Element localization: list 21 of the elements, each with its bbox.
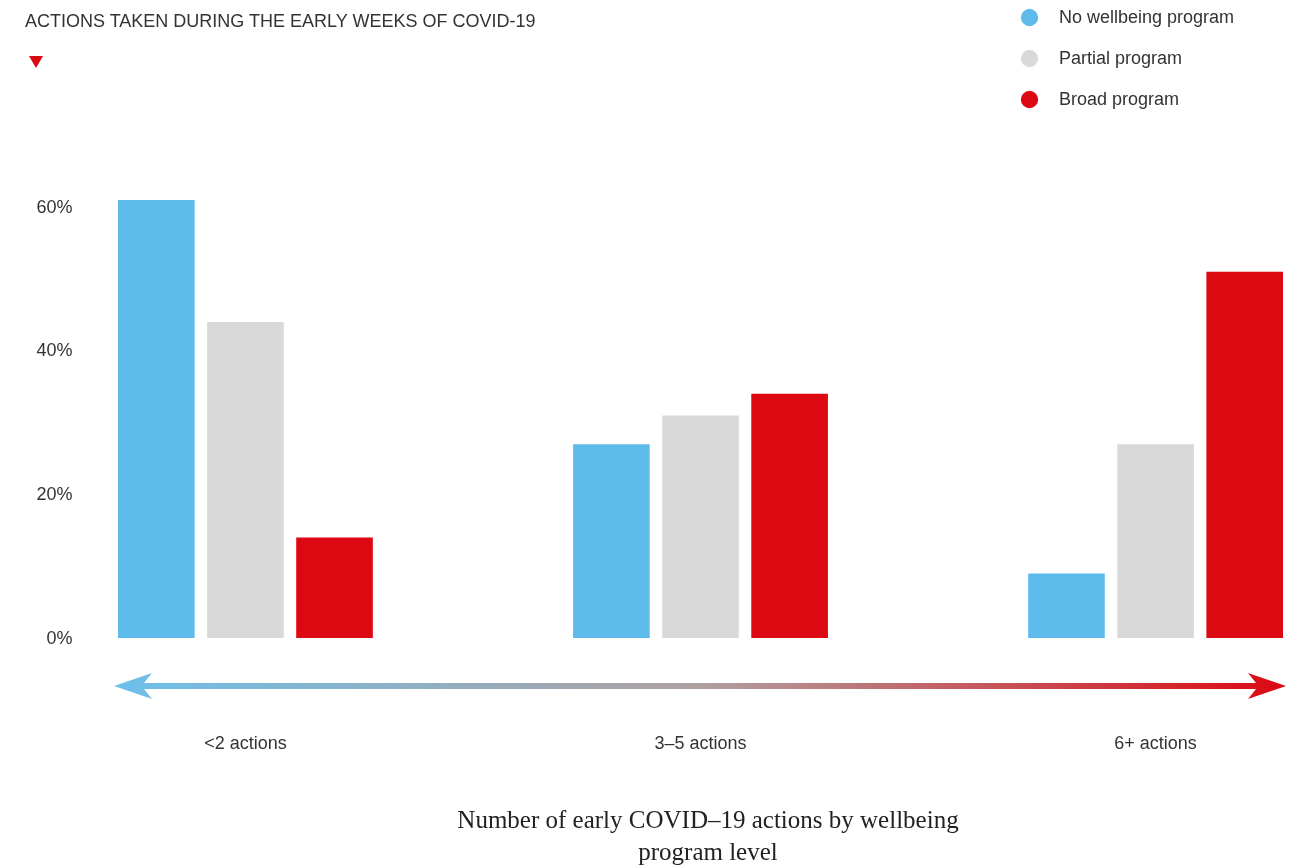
bar bbox=[1028, 573, 1105, 638]
bar bbox=[751, 393, 828, 638]
y-tick-label: 0% bbox=[46, 627, 73, 648]
bar bbox=[573, 444, 650, 638]
bar bbox=[296, 537, 373, 638]
bar bbox=[662, 415, 739, 638]
x-axis-title: Number of early COVID–19 actions by wellbeing program level bbox=[456, 805, 960, 867]
chart-title: ACTIONS TAKEN DURING THE EARLY WEEKS OF COVID-19 bbox=[25, 11, 536, 32]
legend-label: Partial program bbox=[1059, 47, 1183, 68]
bar bbox=[207, 322, 284, 638]
x-tick-label: <2 actions bbox=[204, 732, 287, 753]
y-tick-label: 40% bbox=[36, 340, 73, 361]
bar bbox=[1117, 444, 1194, 638]
x-tick-label: 3–5 actions bbox=[654, 732, 747, 753]
legend-label: Broad program bbox=[1059, 88, 1180, 109]
bar bbox=[118, 200, 195, 638]
x-tick-label: 6+ actions bbox=[1114, 732, 1197, 753]
bar bbox=[1206, 271, 1283, 638]
y-tick-label: 20% bbox=[36, 483, 73, 504]
legend-label: No wellbeing program bbox=[1059, 6, 1235, 27]
y-tick-label: 60% bbox=[36, 196, 73, 217]
